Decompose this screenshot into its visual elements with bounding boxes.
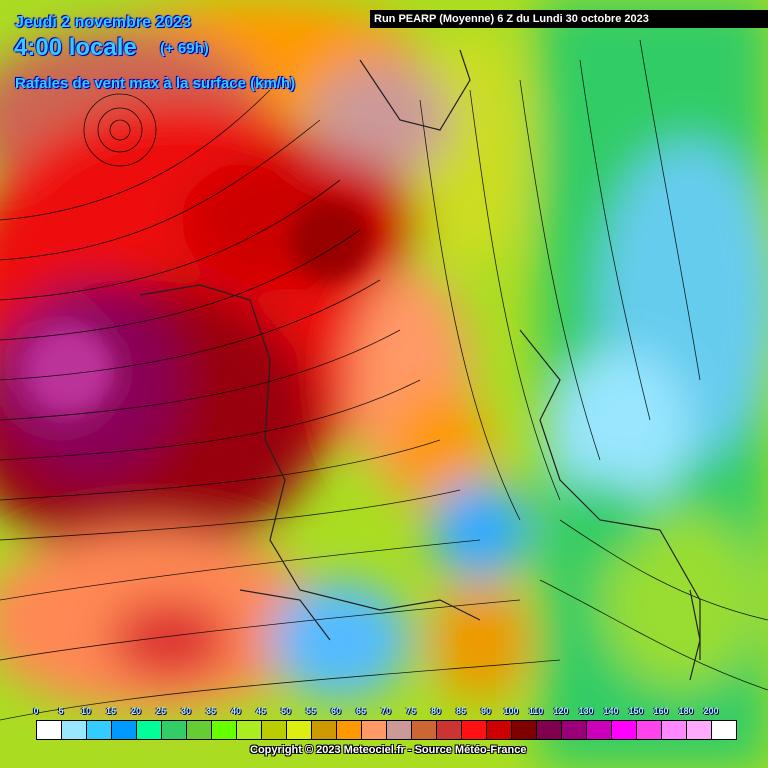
legend-swatch — [637, 721, 662, 739]
legend-labels: 0 5 10 15 20 25 30 35 40 45 50 55 60 65 70 75 80 85 90 100 1… — [33, 706, 740, 718]
legend-label: 45 — [255, 706, 267, 716]
legend-swatch — [187, 721, 212, 739]
legend-label: 65 — [355, 706, 367, 716]
legend-swatch — [487, 721, 512, 739]
legend-label: 160 — [653, 706, 669, 716]
legend-swatch — [412, 721, 437, 739]
legend-label: 0 — [33, 706, 39, 716]
forecast-lead-time: (+ 69h) — [160, 40, 209, 57]
legend-swatch — [262, 721, 287, 739]
legend-label: 55 — [305, 706, 317, 716]
copyright: Copyright © 2023 Meteociel.fr - Source M… — [250, 744, 527, 756]
legend-label: 85 — [455, 706, 467, 716]
legend-swatch — [537, 721, 562, 739]
legend-label: 120 — [553, 706, 569, 716]
legend-label: 50 — [280, 706, 292, 716]
forecast-date: Jeudi 2 novembre 2023 — [15, 14, 192, 31]
legend-swatch — [112, 721, 137, 739]
legend-swatch — [362, 721, 387, 739]
legend-swatch — [387, 721, 412, 739]
legend-label: 140 — [603, 706, 619, 716]
legend-swatch — [712, 721, 736, 739]
legend-label: 180 — [678, 706, 694, 716]
legend-swatch — [287, 721, 312, 739]
legend-swatch — [312, 721, 337, 739]
legend-swatch — [87, 721, 112, 739]
legend-label: 80 — [430, 706, 442, 716]
legend-label: 60 — [330, 706, 342, 716]
legend-label: 20 — [130, 706, 142, 716]
legend-swatch — [437, 721, 462, 739]
legend-swatch — [687, 721, 712, 739]
legend-label: 25 — [155, 706, 167, 716]
legend-label: 110 — [528, 706, 544, 716]
legend-label: 30 — [180, 706, 192, 716]
legend-swatch — [462, 721, 487, 739]
legend-label: 5 — [58, 706, 64, 716]
legend-swatch — [612, 721, 637, 739]
legend-label: 100 — [503, 706, 519, 716]
legend-swatch — [62, 721, 87, 739]
color-legend — [36, 720, 737, 740]
legend-swatch — [512, 721, 537, 739]
coastlines — [139, 49, 701, 681]
legend-swatch — [562, 721, 587, 739]
legend-label: 200 — [703, 706, 719, 716]
streamlines — [0, 39, 768, 721]
legend-label: 40 — [230, 706, 242, 716]
legend-swatch — [162, 721, 187, 739]
legend-label: 75 — [405, 706, 417, 716]
legend-label: 10 — [80, 706, 92, 716]
legend-swatch — [137, 721, 162, 739]
legend-swatch — [37, 721, 62, 739]
legend-swatch — [587, 721, 612, 739]
legend-swatch — [237, 721, 262, 739]
parameter-title: Rafales de vent max à la surface (km/h) — [15, 75, 296, 92]
legend-label: 130 — [578, 706, 594, 716]
legend-swatch — [212, 721, 237, 739]
legend-label: 90 — [480, 706, 492, 716]
legend-swatch — [337, 721, 362, 739]
legend-label: 150 — [628, 706, 644, 716]
legend-label: 35 — [205, 706, 217, 716]
run-info: Run PEARP (Moyenne) 6 Z du Lundi 30 octo… — [370, 10, 768, 28]
legend-label: 70 — [380, 706, 392, 716]
legend-swatch — [662, 721, 687, 739]
legend-label: 15 — [105, 706, 117, 716]
forecast-time: 4:00 locale — [14, 34, 137, 61]
